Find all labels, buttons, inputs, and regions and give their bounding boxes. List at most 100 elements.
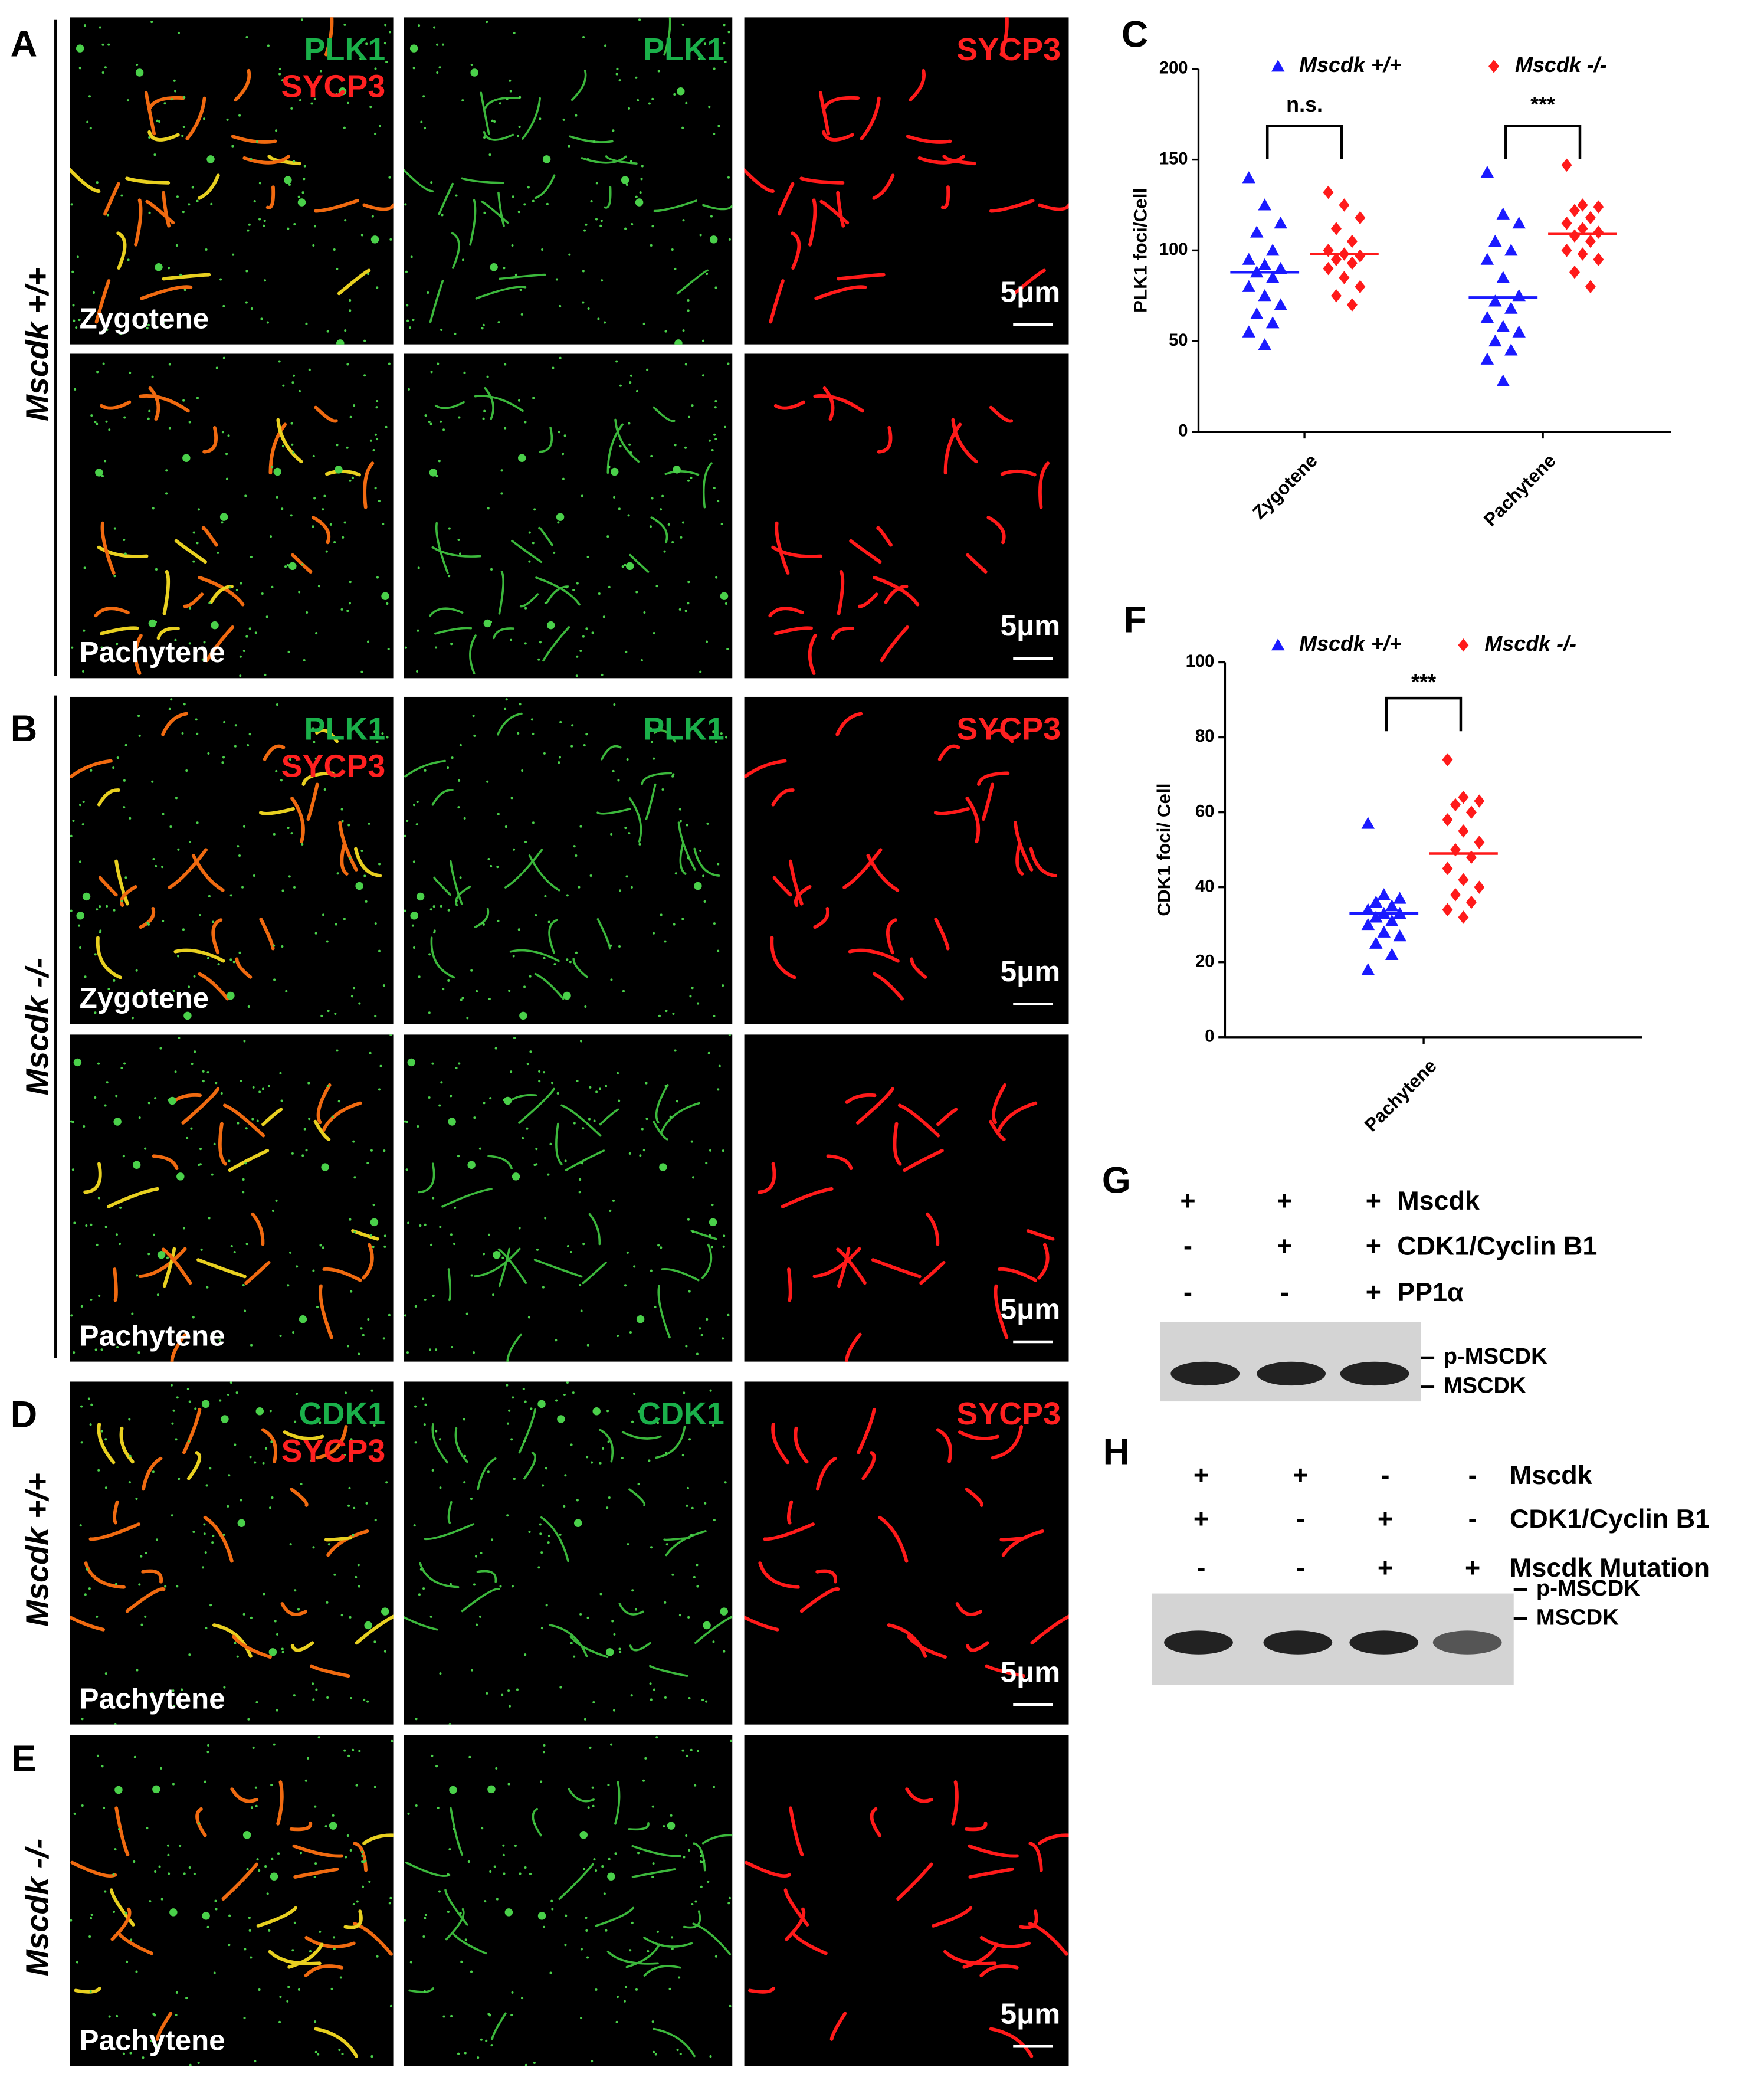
focus bbox=[723, 24, 726, 27]
focus bbox=[705, 1162, 708, 1165]
point bbox=[1250, 225, 1264, 238]
focus bbox=[486, 780, 489, 783]
focus bbox=[268, 1506, 272, 1509]
focus bbox=[701, 339, 705, 342]
focus bbox=[146, 921, 149, 925]
focus bbox=[424, 127, 427, 130]
focus bbox=[587, 1806, 590, 1809]
focus bbox=[260, 317, 263, 320]
point bbox=[1458, 638, 1469, 652]
focus bbox=[312, 244, 315, 247]
chromosome bbox=[631, 1868, 676, 1878]
focus bbox=[276, 1633, 279, 1636]
focus bbox=[197, 508, 200, 511]
focus bbox=[683, 1856, 686, 1859]
chromosome bbox=[643, 1937, 693, 1948]
chromosome bbox=[907, 1634, 947, 1659]
chromosome bbox=[256, 1906, 297, 1928]
chromosome bbox=[936, 1108, 958, 1126]
focus bbox=[96, 1243, 99, 1246]
chromosome bbox=[276, 418, 303, 464]
panel-label: A bbox=[11, 23, 37, 64]
focus bbox=[369, 1051, 372, 1054]
band-label: MSCDK bbox=[1536, 1604, 1619, 1630]
focus bbox=[137, 1351, 140, 1354]
focus bbox=[78, 319, 81, 322]
focus bbox=[80, 1441, 83, 1444]
focus bbox=[276, 703, 278, 706]
chromosome bbox=[161, 712, 188, 736]
focus bbox=[512, 1172, 520, 1181]
focus bbox=[106, 328, 109, 332]
chromosome bbox=[474, 908, 490, 928]
focus bbox=[608, 466, 611, 469]
chromosome bbox=[504, 849, 543, 889]
focus bbox=[263, 220, 266, 222]
focus bbox=[681, 918, 684, 920]
focus bbox=[617, 1334, 619, 1338]
focus bbox=[252, 1086, 255, 1089]
treatment-mark: + bbox=[1378, 1552, 1393, 1583]
chromosome bbox=[218, 1122, 227, 1166]
focus bbox=[368, 822, 370, 825]
chromosome bbox=[813, 394, 864, 413]
focus bbox=[667, 1822, 676, 1830]
chromosome bbox=[629, 553, 650, 573]
focus bbox=[128, 1418, 131, 1421]
point bbox=[1330, 222, 1342, 235]
focus bbox=[83, 629, 86, 632]
point bbox=[1480, 165, 1494, 178]
focus bbox=[366, 1700, 369, 1703]
focus bbox=[94, 953, 97, 956]
focus bbox=[310, 102, 313, 105]
focus bbox=[154, 1870, 157, 1873]
focus bbox=[162, 321, 165, 324]
chromosome bbox=[951, 418, 978, 464]
chromosome bbox=[873, 576, 920, 607]
chromosome bbox=[861, 1451, 876, 1480]
focus bbox=[589, 1746, 592, 1749]
focus bbox=[323, 788, 326, 791]
focus bbox=[694, 882, 702, 890]
focus bbox=[610, 467, 619, 476]
point bbox=[1488, 294, 1502, 307]
focus bbox=[490, 263, 498, 271]
chromosome bbox=[70, 168, 101, 194]
focus bbox=[645, 1118, 648, 1121]
focus bbox=[651, 97, 654, 100]
focus bbox=[383, 1245, 386, 1248]
focus bbox=[166, 1256, 169, 1259]
chromosome bbox=[625, 1943, 661, 1968]
chromosome bbox=[595, 1906, 635, 1927]
chromosome bbox=[461, 1588, 500, 1613]
focus bbox=[322, 913, 325, 916]
chromosome bbox=[261, 1108, 283, 1126]
chromosome bbox=[831, 627, 855, 640]
focus bbox=[490, 568, 493, 571]
focus bbox=[422, 1397, 425, 1400]
chromosome bbox=[114, 859, 129, 906]
focus bbox=[613, 496, 616, 499]
focus bbox=[628, 443, 631, 446]
chromosome bbox=[497, 1248, 527, 1285]
focus bbox=[579, 649, 582, 653]
focus bbox=[422, 1935, 425, 1938]
chromosome bbox=[679, 841, 687, 875]
focus bbox=[388, 176, 391, 179]
focus bbox=[271, 1496, 274, 1499]
focus bbox=[605, 1648, 614, 1656]
point bbox=[1271, 60, 1285, 72]
focus bbox=[447, 979, 450, 982]
focus bbox=[387, 647, 390, 651]
focus bbox=[644, 1757, 647, 1760]
focus bbox=[374, 1015, 377, 1018]
channel-label: PLK1 bbox=[643, 711, 724, 746]
focus bbox=[593, 1858, 596, 1861]
focus bbox=[192, 1316, 195, 1319]
chromosome bbox=[896, 1862, 933, 1901]
focus bbox=[114, 1848, 117, 1851]
focus bbox=[586, 1456, 589, 1459]
focus bbox=[707, 1051, 710, 1054]
focus bbox=[293, 886, 296, 889]
focus bbox=[122, 2052, 125, 2055]
